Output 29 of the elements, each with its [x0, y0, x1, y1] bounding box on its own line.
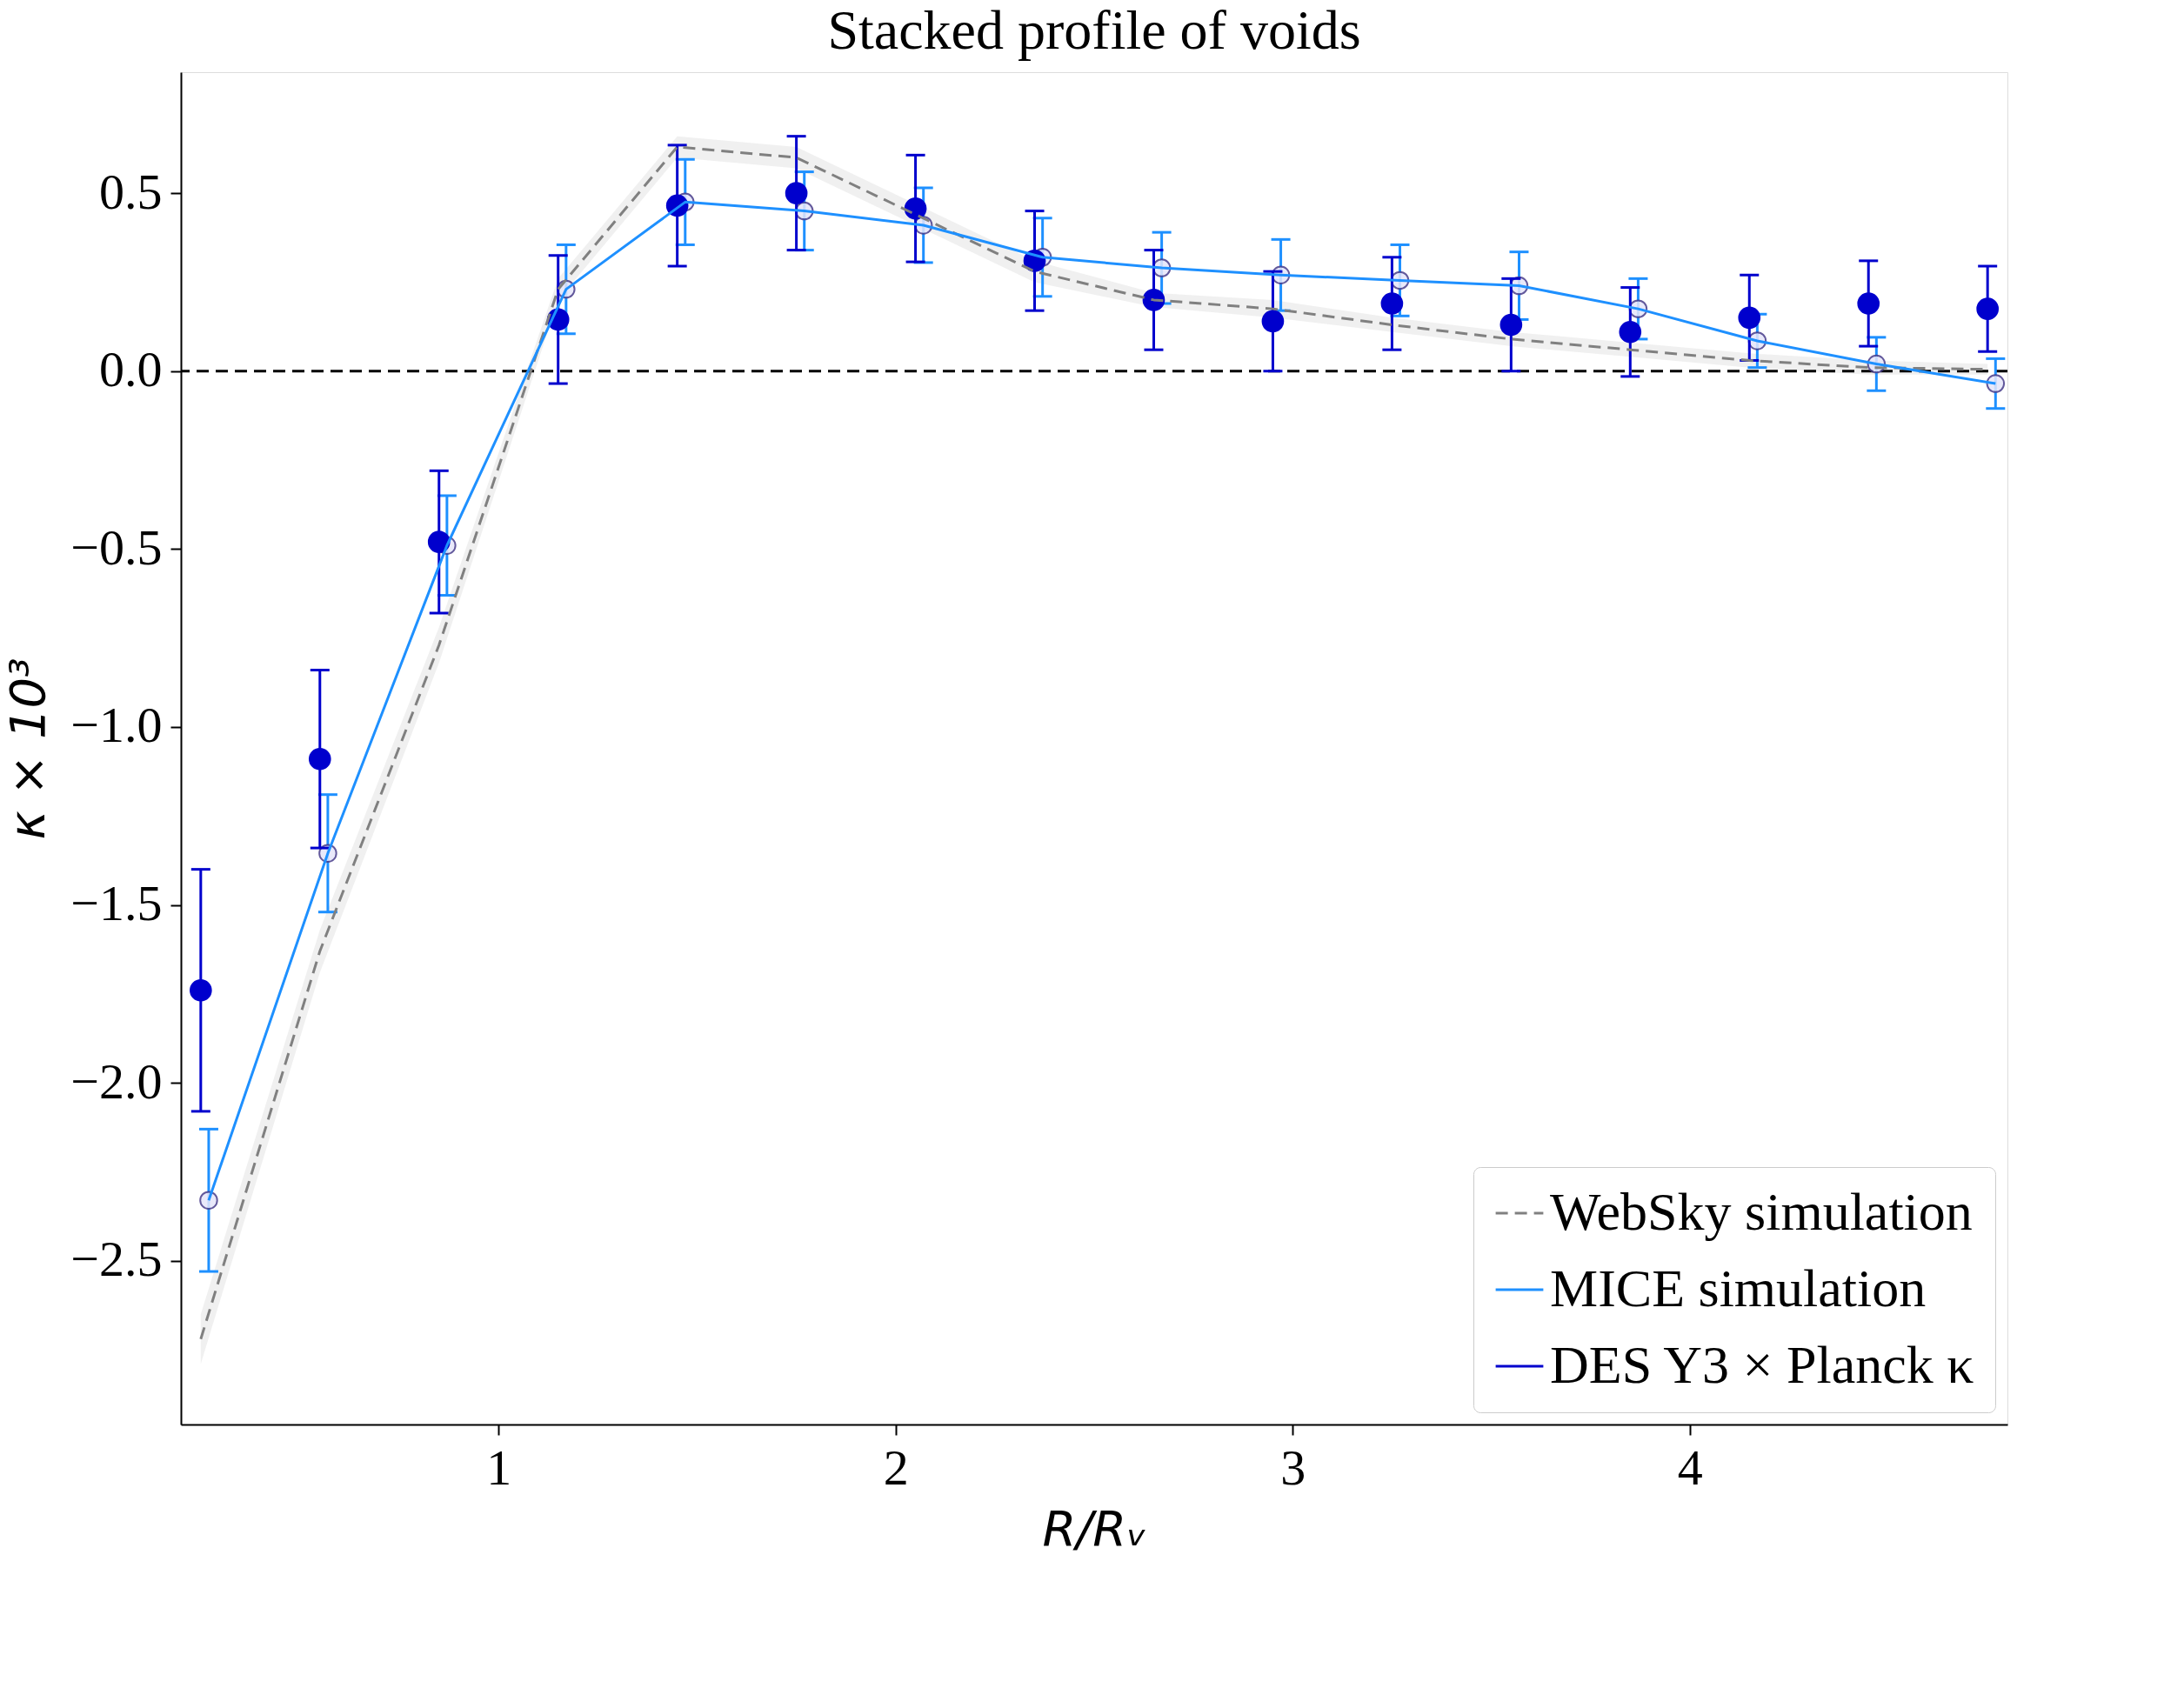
y-tick-label: 0.5: [99, 163, 163, 220]
x-tick-label: 4: [1677, 1438, 1703, 1496]
point: [427, 530, 451, 553]
point: [1261, 310, 1285, 333]
point: [1499, 313, 1523, 337]
point: [904, 197, 927, 220]
point: [1857, 292, 1880, 315]
y-tick-label: −2.5: [70, 1231, 163, 1288]
point: [189, 978, 212, 1002]
legend-label: DES Y3 × Planck κ: [1550, 1335, 1974, 1394]
y-axis-title: κ × 10³: [0, 657, 57, 840]
point: [1738, 306, 1761, 330]
legend-label: WebSky simulation: [1550, 1182, 1973, 1241]
y-tick-label: −0.5: [70, 518, 163, 576]
point: [1380, 292, 1404, 315]
x-tick-label: 3: [1280, 1438, 1306, 1496]
y-tick-label: −2.0: [70, 1052, 163, 1110]
chart-title: Stacked profile of voids: [827, 0, 1361, 61]
y-tick-label: −1.0: [70, 697, 163, 754]
x-tick-label: 1: [486, 1438, 512, 1496]
point: [785, 182, 808, 204]
y-tick-label: 0.0: [99, 341, 163, 398]
x-axis-title: R/Rᵥ: [1042, 1499, 1147, 1557]
point: [1976, 297, 2000, 320]
legend-label: MICE simulation: [1550, 1258, 1927, 1318]
point: [1619, 320, 1642, 344]
y-tick-label: −1.5: [70, 875, 163, 932]
x-tick-label: 2: [883, 1438, 909, 1496]
point: [308, 747, 331, 771]
